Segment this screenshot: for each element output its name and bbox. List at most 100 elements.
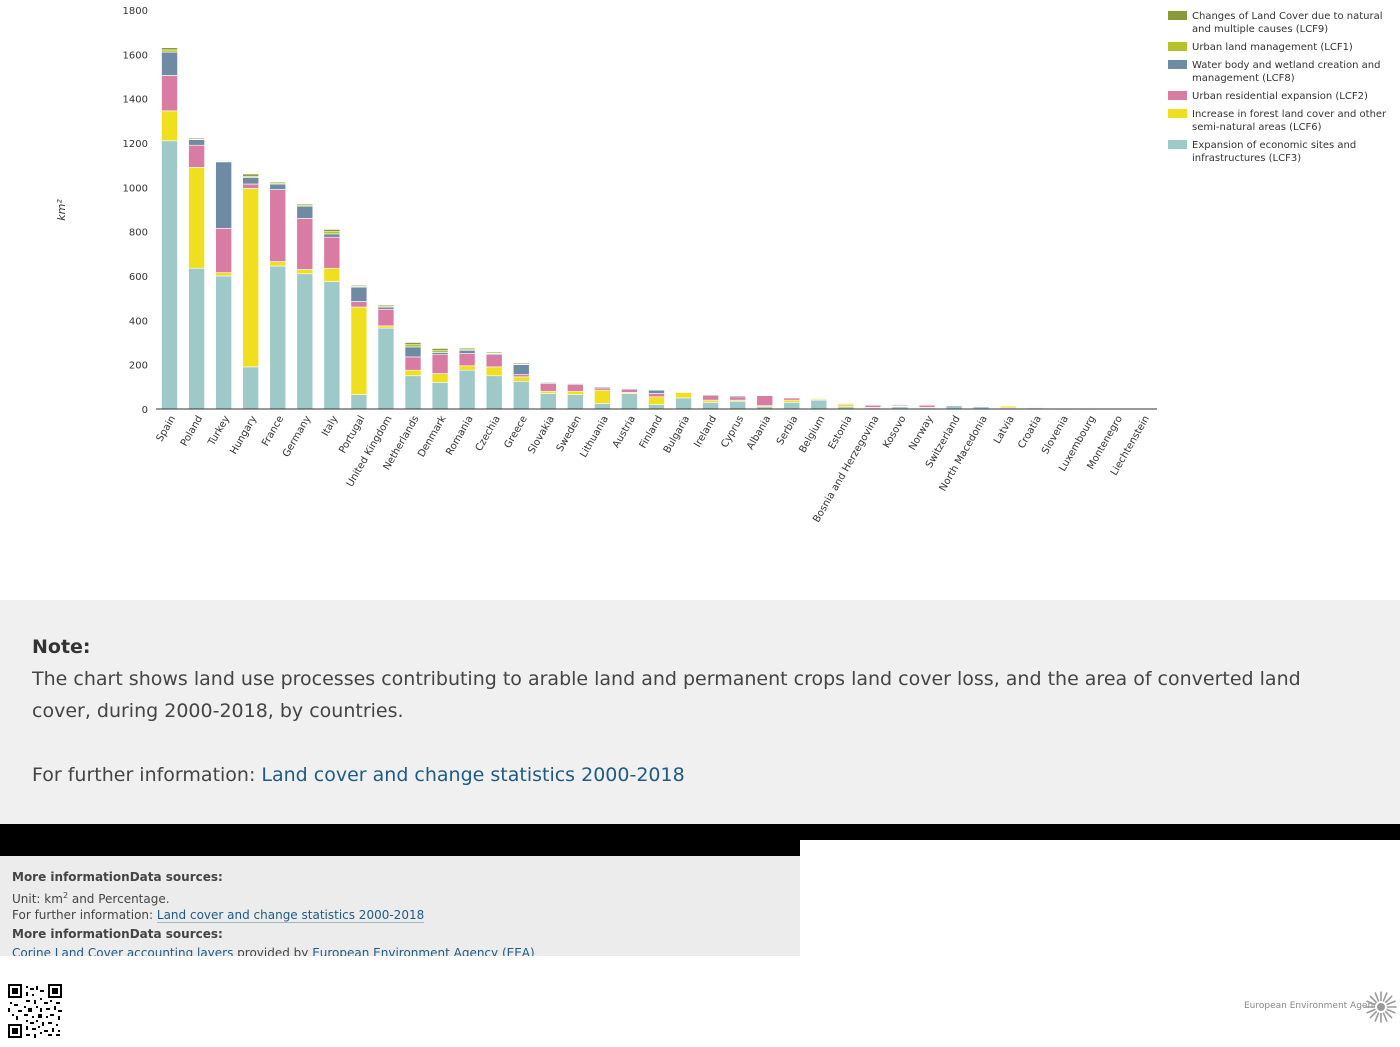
eea-sun-icon	[1365, 991, 1397, 1023]
x-tick-label: Ireland	[692, 414, 719, 449]
x-tick-label: Kosovo	[881, 414, 908, 450]
bar-segment	[458, 347, 476, 350]
note-further-link[interactable]: Land cover and change statistics 2000-20…	[261, 764, 685, 786]
bar-segment	[648, 389, 665, 394]
legend-item[interactable]: Urban land management (LCF1)	[1168, 41, 1393, 54]
bar-segment	[594, 387, 611, 391]
y-axis-label: km²	[55, 199, 68, 221]
bar-segment	[350, 285, 368, 287]
legend-item[interactable]: Changes of Land Cover due to natural and…	[1168, 10, 1393, 36]
bar-segment	[188, 137, 205, 140]
info-source-org-link[interactable]: European Environment Agency (EEA)	[312, 946, 535, 956]
bar-segment	[350, 301, 368, 308]
bar-segment	[161, 75, 178, 112]
stacked-bar-chart: 0 200 400 600 800 1000 1200 1400 1600 1800 km² Spai…	[55, 6, 1157, 525]
bar-segment	[837, 404, 855, 408]
bar-segment	[648, 404, 665, 410]
qr-code-icon	[8, 984, 62, 1038]
chart-area: 0 200 400 600 800 1000 1200 1400 1600 1800 km² Spai…	[55, 6, 1393, 525]
x-tick-label: Sweden	[555, 414, 584, 454]
more-information-box: More informationData sources: Unit: km2 …	[0, 856, 800, 956]
bar-segment	[458, 353, 476, 367]
bar-segment	[648, 396, 665, 405]
x-tick-label: Poland	[179, 414, 205, 448]
bar-segment	[675, 397, 692, 410]
chart-legend: Changes of Land Cover due to natural and…	[1168, 10, 1393, 170]
bar-segment	[296, 218, 314, 270]
y-tick-label: 200	[129, 361, 148, 372]
bar-segment	[188, 144, 205, 168]
bar-segment	[323, 229, 341, 232]
bar-segment	[350, 286, 368, 302]
bar-segment	[269, 181, 287, 184]
bar-segment	[296, 203, 314, 206]
bar-segment	[702, 399, 719, 403]
y-tick-label: 1800	[123, 6, 148, 17]
x-tick-label: Slovakia	[526, 414, 557, 456]
x-tick-label: Belgium	[797, 414, 827, 455]
info-further-link[interactable]: Land cover and change statistics 2000-20…	[156, 908, 425, 923]
legend-swatch	[1168, 109, 1187, 118]
x-tick-label: Estonia	[827, 414, 855, 451]
y-tick-label: 800	[129, 228, 148, 239]
y-tick-label: 1000	[123, 183, 148, 194]
note-further-info: For further information: Land cover and …	[32, 759, 685, 791]
bar-segment	[269, 183, 287, 190]
legend-item[interactable]: Expansion of economic sites and infrastr…	[1168, 139, 1393, 165]
bar-segment	[242, 173, 259, 177]
bar-segment	[377, 327, 395, 410]
legend-label: Expansion of economic sites and infrastr…	[1192, 140, 1357, 164]
bar-segment	[675, 392, 692, 399]
bar-segment	[215, 275, 232, 410]
note-text: The chart shows land use processes contr…	[32, 668, 1301, 722]
bar-segment	[377, 308, 395, 327]
info-unit: Unit: km2 and Percentage.	[12, 891, 170, 906]
bar-segment	[269, 189, 287, 262]
bar-segment	[215, 228, 232, 273]
eea-logo: European Environment Agency	[1244, 990, 1397, 1024]
x-tick-label: Italy	[320, 414, 340, 438]
bar-segment	[783, 397, 801, 401]
x-tick-label: Portugal	[337, 414, 367, 455]
bar-segment	[458, 369, 476, 410]
x-tick-label: Greece	[502, 414, 529, 450]
bar-segment	[242, 188, 259, 368]
info-heading-2: More informationData sources:	[12, 927, 223, 941]
bar-segment	[350, 306, 368, 395]
x-tick-label: Finland	[638, 414, 665, 450]
info-source-link[interactable]: Corine Land Cover accounting layers	[12, 946, 234, 956]
legend-item[interactable]: Increase in forest land cover and other …	[1168, 108, 1393, 134]
legend-item[interactable]: Urban residential expansion (LCF2)	[1168, 90, 1393, 103]
bar-segment	[594, 403, 611, 410]
bar-segment	[512, 364, 530, 375]
bar-segment	[512, 362, 530, 365]
bar-segment	[161, 140, 178, 410]
y-tick-label: 1400	[123, 95, 148, 106]
x-tick-label: Norway	[907, 414, 936, 452]
bar-segment	[242, 177, 259, 185]
info-heading-1: More informationData sources:	[12, 870, 223, 884]
x-tick-label: Slovenia	[1040, 414, 1071, 456]
bar-segment	[323, 231, 341, 235]
legend-swatch	[1168, 140, 1187, 149]
x-tick-label: Hungary	[228, 414, 259, 457]
note-section: Note: The chart shows land use processes…	[0, 600, 1400, 824]
legend-item[interactable]: Water body and wetland creation and mana…	[1168, 59, 1393, 85]
bar-segment	[350, 394, 368, 410]
legend-label: Changes of Land Cover due to natural and…	[1192, 11, 1383, 35]
x-tick-label: Serbia	[775, 414, 800, 447]
note-further-prefix: For further information:	[32, 764, 262, 786]
x-tick-label: Bulgaria	[662, 414, 692, 455]
y-tick-label: 1600	[123, 50, 148, 61]
bar-segment	[161, 51, 178, 76]
bar-segment	[783, 399, 801, 403]
info-source: Corine Land Cover accounting layers prov…	[12, 944, 535, 956]
x-tick-label: Latvia	[992, 414, 1017, 446]
bar-segment	[918, 404, 936, 408]
bar-segment	[161, 47, 178, 51]
legend-swatch	[1168, 11, 1187, 20]
x-tick-label: Croatia	[1016, 414, 1044, 451]
bar-segment	[323, 233, 341, 238]
bar-segment	[567, 390, 584, 395]
y-tick-label: 0	[142, 405, 148, 416]
